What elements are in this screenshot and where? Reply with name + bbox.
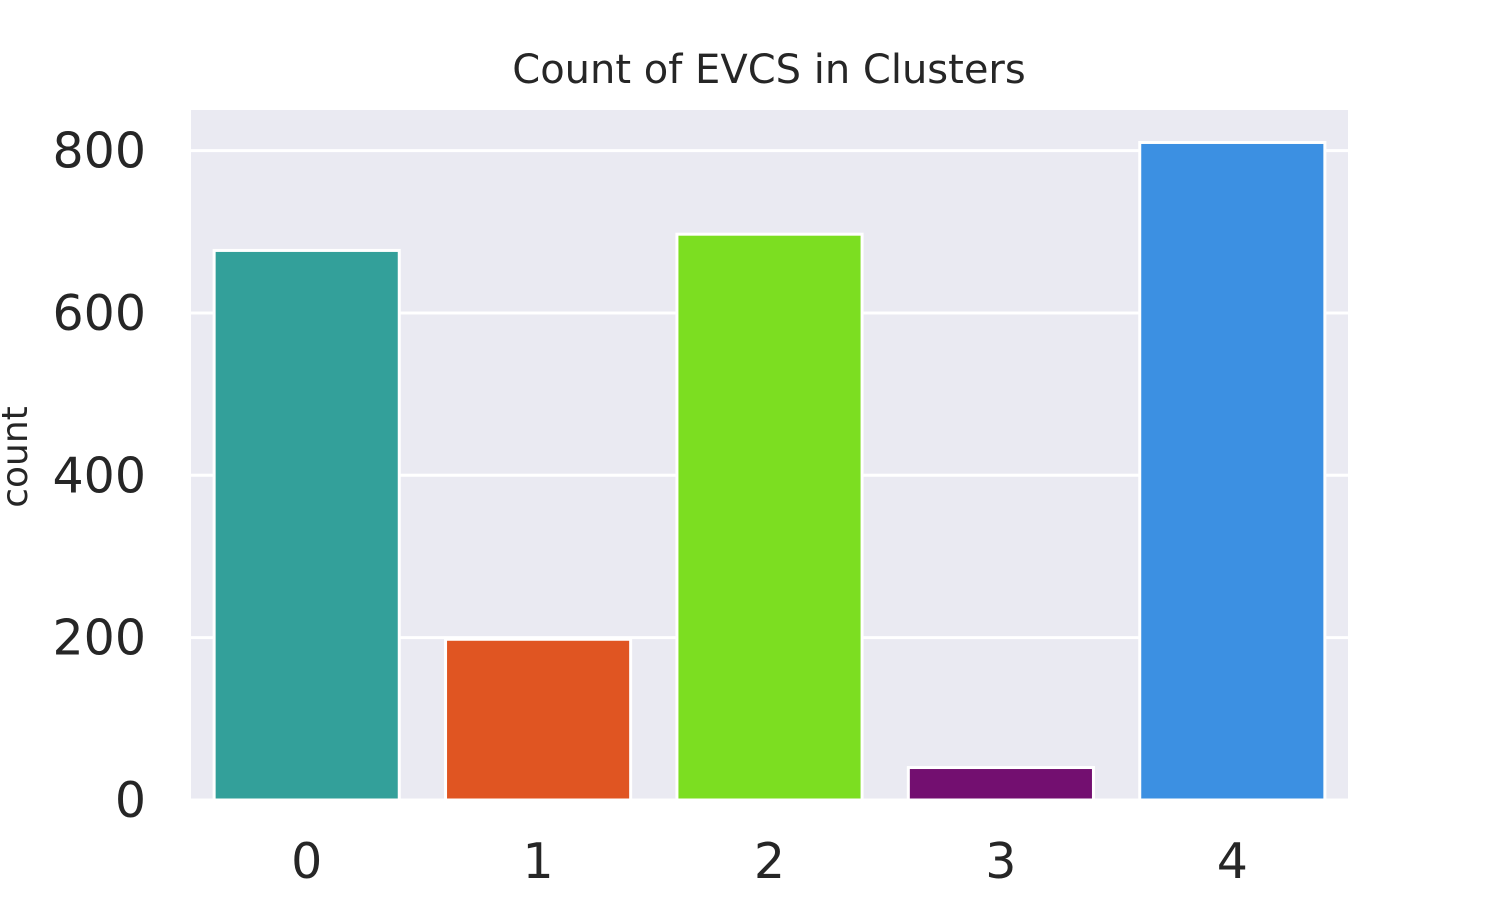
y-tick-label: 200 bbox=[52, 610, 146, 667]
bar-cluster-0 bbox=[212, 248, 401, 802]
y-axis-label: count bbox=[0, 406, 36, 508]
y-tick-label: 400 bbox=[52, 447, 146, 504]
x-tick-labels: 0 1 2 3 4 bbox=[291, 833, 1248, 890]
x-tick-label: 2 bbox=[754, 833, 785, 890]
x-tick-label: 4 bbox=[1217, 833, 1248, 890]
y-tick-label: 0 bbox=[115, 772, 146, 829]
bar-cluster-2 bbox=[675, 232, 864, 802]
y-tick-label: 600 bbox=[52, 285, 146, 342]
x-tick-label: 1 bbox=[523, 833, 554, 890]
bar-cluster-1 bbox=[444, 637, 633, 802]
y-tick-labels: 0 200 400 600 800 bbox=[52, 123, 146, 829]
bar-cluster-4 bbox=[1138, 140, 1327, 802]
chart-title: Count of EVCS in Clusters bbox=[512, 47, 1025, 93]
y-tick-label: 800 bbox=[52, 123, 146, 180]
x-tick-label: 3 bbox=[985, 833, 1016, 890]
bars bbox=[212, 140, 1327, 802]
x-tick-label: 0 bbox=[291, 833, 322, 890]
bar-cluster-3 bbox=[906, 766, 1095, 802]
